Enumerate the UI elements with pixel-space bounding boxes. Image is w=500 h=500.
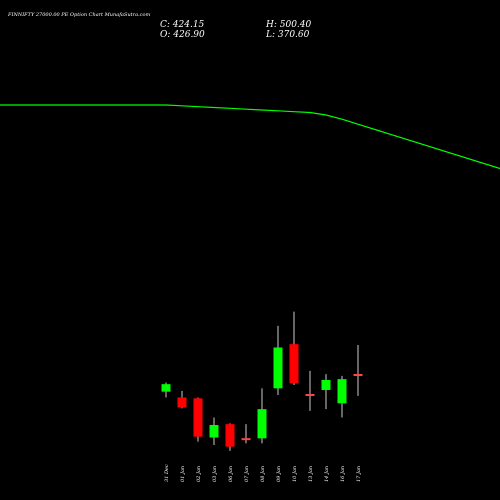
candle-body <box>225 424 235 447</box>
candle-09-jan <box>273 325 283 395</box>
date-label: 03 Jan <box>212 466 218 482</box>
date-label: 08 Jan <box>260 466 266 482</box>
candle-16-jan <box>337 375 347 418</box>
date-label: 13 Jan <box>308 466 314 482</box>
moving-average-layer <box>0 104 500 170</box>
date-label: 16 Jan <box>340 466 346 482</box>
candle-08-jan <box>257 388 267 444</box>
date-labels-layer: 31 Dec 01 Jan 02 Jan 03 Jan 06 Jan 07 Jan 08 J… <box>164 464 362 482</box>
candle-body <box>337 379 347 404</box>
low-value-label: L: 370.60 <box>265 30 310 40</box>
candle-14-jan <box>321 374 331 410</box>
candle-body <box>257 409 267 439</box>
candle-body <box>209 425 219 438</box>
open-value-label: O: 426.90 <box>160 30 205 40</box>
date-label: 06 Jan <box>228 466 234 482</box>
candle-body <box>321 380 331 390</box>
candle-13-jan <box>305 370 315 411</box>
candle-10-jan <box>289 311 299 385</box>
candle-body <box>289 344 299 384</box>
candle-31-dec <box>161 382 171 398</box>
candle-body <box>273 347 283 389</box>
chart-title: FINNIFTY 27000.00 PE Option Chart Munafa… <box>7 12 150 18</box>
candle-07-jan <box>241 424 251 444</box>
candle-body <box>305 394 315 396</box>
candle-body <box>177 397 187 408</box>
date-label: 09 Jan <box>276 466 282 482</box>
date-label: 14 Jan <box>324 466 330 482</box>
candle-body <box>353 374 363 376</box>
moving-average-line <box>0 104 500 170</box>
date-label: 07 Jan <box>244 466 250 482</box>
candle-02-jan <box>193 397 203 442</box>
high-value-label: H: 500.40 <box>265 20 312 30</box>
candle-01-jan <box>177 390 187 409</box>
candle-body <box>241 438 251 441</box>
date-label: 02 Jan <box>196 466 202 482</box>
candle-06-jan <box>225 423 235 451</box>
date-label: 17 Jan <box>356 466 362 482</box>
date-label: 01 Jan <box>180 466 186 482</box>
candle-03-jan <box>209 417 219 445</box>
candle-body <box>193 398 203 437</box>
candle-body <box>161 384 171 392</box>
candles-layer <box>161 311 363 451</box>
date-label: 31 Dec <box>164 464 170 482</box>
close-value-label: C: 424.15 <box>160 20 205 30</box>
candle-17-jan <box>353 345 363 396</box>
date-label: 10 Jan <box>292 466 298 482</box>
